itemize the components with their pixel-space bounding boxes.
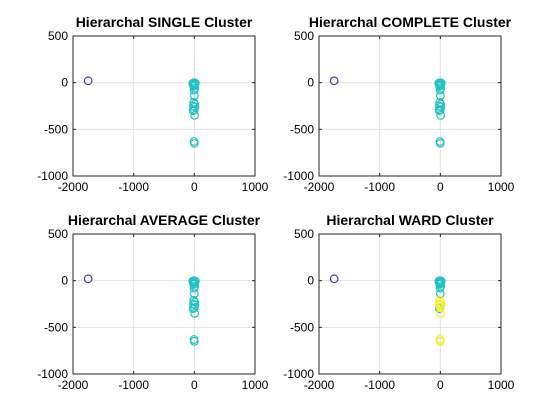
axes-frame [318, 35, 502, 177]
y-tick-label: 500 [294, 227, 314, 241]
x-tick-label: 0 [437, 378, 444, 392]
y-tick-label: -1000 [37, 367, 68, 381]
y-tick-label: -1000 [37, 169, 68, 183]
y-tick-label: 0 [307, 274, 314, 288]
data-point [436, 297, 446, 307]
data-point [329, 76, 339, 86]
x-tick-label: 1000 [488, 180, 515, 194]
data-point [83, 76, 93, 86]
data-point [436, 110, 446, 120]
y-tick-label: 0 [307, 76, 314, 90]
data-point [435, 105, 445, 115]
data-point [435, 336, 445, 346]
y-tick-label: -1000 [283, 367, 314, 381]
x-tick-label: -1000 [118, 378, 149, 392]
data-point [190, 110, 200, 120]
axes-background [72, 35, 256, 177]
data-point [83, 274, 93, 284]
data-point [329, 274, 339, 284]
data-point [435, 289, 445, 299]
data-point [189, 138, 199, 148]
data-point [190, 99, 200, 109]
data-point [434, 276, 444, 286]
x-tick-label: -1000 [118, 180, 149, 194]
x-tick-label: -2000 [304, 378, 335, 392]
data-point [435, 138, 445, 148]
y-tick-label: -500 [44, 320, 68, 334]
axes-frame [72, 35, 256, 177]
data-point [435, 91, 445, 101]
x-tick-label: -2000 [58, 180, 89, 194]
x-tick-label: 0 [191, 180, 198, 194]
data-point [189, 336, 199, 346]
data-point [189, 299, 198, 309]
axes-background [318, 233, 502, 375]
x-tick-label: 0 [437, 180, 444, 194]
data-point [189, 289, 199, 299]
axes-frame [72, 233, 256, 375]
x-tick-label: 1000 [242, 378, 269, 392]
axes-background [72, 233, 256, 375]
data-point [189, 303, 199, 313]
data-point [188, 276, 198, 286]
data-point [435, 303, 445, 313]
data-point [434, 106, 444, 116]
x-tick-label: -1000 [364, 180, 395, 194]
y-tick-label: 0 [61, 76, 68, 90]
data-point [188, 106, 198, 116]
subplot-title: Hierarchal COMPLETE Cluster [309, 14, 512, 30]
x-tick-label: 1000 [488, 378, 515, 392]
y-tick-label: -500 [44, 122, 68, 136]
y-tick-label: -500 [290, 320, 314, 334]
x-tick-label: 0 [191, 378, 198, 392]
y-tick-label: -500 [290, 122, 314, 136]
y-tick-label: -1000 [283, 169, 314, 183]
data-point [190, 308, 200, 318]
x-tick-label: -2000 [58, 378, 89, 392]
data-point [435, 299, 444, 309]
data-point [190, 297, 200, 307]
data-point [436, 308, 446, 318]
subplot-title: Hierarchal WARD Cluster [326, 212, 494, 228]
y-tick-label: 500 [48, 29, 68, 43]
axes-frame [318, 233, 502, 375]
axes-background [318, 35, 502, 177]
subplot-title: Hierarchal AVERAGE Cluster [68, 212, 261, 228]
y-tick-label: 0 [61, 274, 68, 288]
x-tick-label: -2000 [304, 180, 335, 194]
x-tick-label: 1000 [242, 180, 269, 194]
data-point [189, 105, 199, 115]
data-point [436, 99, 446, 109]
data-point [434, 78, 444, 88]
data-point [188, 78, 198, 88]
y-tick-label: 500 [294, 29, 314, 43]
data-point [188, 304, 198, 314]
data-point [189, 91, 199, 101]
data-point [189, 101, 198, 111]
y-tick-label: 500 [48, 227, 68, 241]
data-point [435, 101, 444, 111]
subplot-title: Hierarchal SINGLE Cluster [76, 14, 253, 30]
x-tick-label: -1000 [364, 378, 395, 392]
